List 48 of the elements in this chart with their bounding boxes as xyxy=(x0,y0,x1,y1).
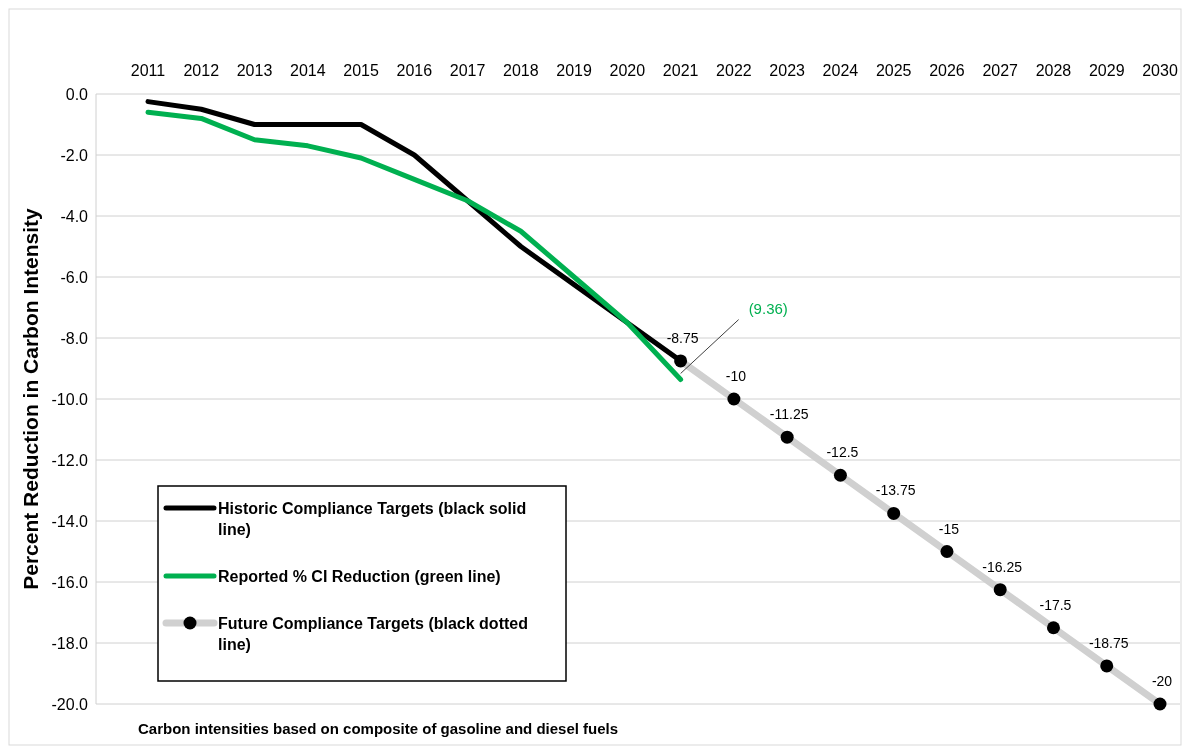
legend-label: Historic Compliance Targets (black solid line) xyxy=(218,499,527,538)
x-tick-label: 2012 xyxy=(183,62,220,79)
x-tick-label: 2030 xyxy=(1142,62,1178,79)
data-label: -15 xyxy=(938,520,960,537)
y-tick-label: -18.0 xyxy=(51,634,89,652)
x-tick-label: 2018 xyxy=(503,62,539,79)
x-tick-label: 2023 xyxy=(769,62,806,79)
y-tick-label: -8.0 xyxy=(60,329,89,347)
y-tick-label: -16.0 xyxy=(51,573,89,591)
y-tick-label: -4.0 xyxy=(60,207,89,225)
x-tick-label: 2027 xyxy=(982,62,1019,79)
x-tick-label: 2011 xyxy=(130,62,166,79)
y-tick-label: -14.0 xyxy=(51,512,89,530)
x-tick-label: 2019 xyxy=(556,62,592,79)
x-tick-label: 2025 xyxy=(875,62,912,79)
annotation: (9.36) xyxy=(748,299,788,317)
data-label: -18.75 xyxy=(1088,634,1129,651)
x-tick-label: 2017 xyxy=(449,62,486,79)
legend-label: Reported % CI Reduction (green line) xyxy=(218,567,501,585)
x-tick-label: 2013 xyxy=(236,62,273,79)
y-tick-label: -20.0 xyxy=(51,695,89,713)
y-tick-label: -2.0 xyxy=(60,146,89,164)
y-tick-label: 0.0 xyxy=(65,85,89,103)
x-tick-label: 2024 xyxy=(822,62,859,79)
x-tick-label: 2021 xyxy=(662,62,699,79)
data-label: -12.5 xyxy=(826,444,859,461)
data-label: -13.75 xyxy=(875,482,916,499)
data-label: -10 xyxy=(725,368,747,384)
x-tick-label: 2014 xyxy=(289,62,326,79)
x-tick-label: 2015 xyxy=(343,62,379,79)
y-axis-title: Percent Reduction in Carbon Intensity xyxy=(19,207,42,590)
data-label: -8.75 xyxy=(666,329,699,346)
x-tick-label: 2022 xyxy=(716,62,752,79)
point xyxy=(674,354,688,368)
x-tick-label: 2020 xyxy=(609,62,646,79)
y-tick-label: -6.0 xyxy=(60,268,89,286)
x-tick-label: 2028 xyxy=(1035,62,1072,79)
data-label: -17.5 xyxy=(1039,596,1072,613)
x-tick-label: 2016 xyxy=(396,62,433,79)
x-tick-label: 2029 xyxy=(1088,62,1125,79)
data-label: -11.25 xyxy=(769,406,809,423)
data-label: -20 xyxy=(1151,673,1173,689)
y-tick-label: -12.0 xyxy=(51,451,89,469)
y-tick-label: -10.0 xyxy=(51,390,89,408)
legend-label: Future Compliance Targets (black dotted line) xyxy=(218,614,528,653)
data-label: -16.25 xyxy=(982,558,1023,575)
x-tick-label: 2026 xyxy=(929,62,965,79)
text: Carbon intensities based on composite of gasoline and diesel fuels xyxy=(138,720,619,737)
